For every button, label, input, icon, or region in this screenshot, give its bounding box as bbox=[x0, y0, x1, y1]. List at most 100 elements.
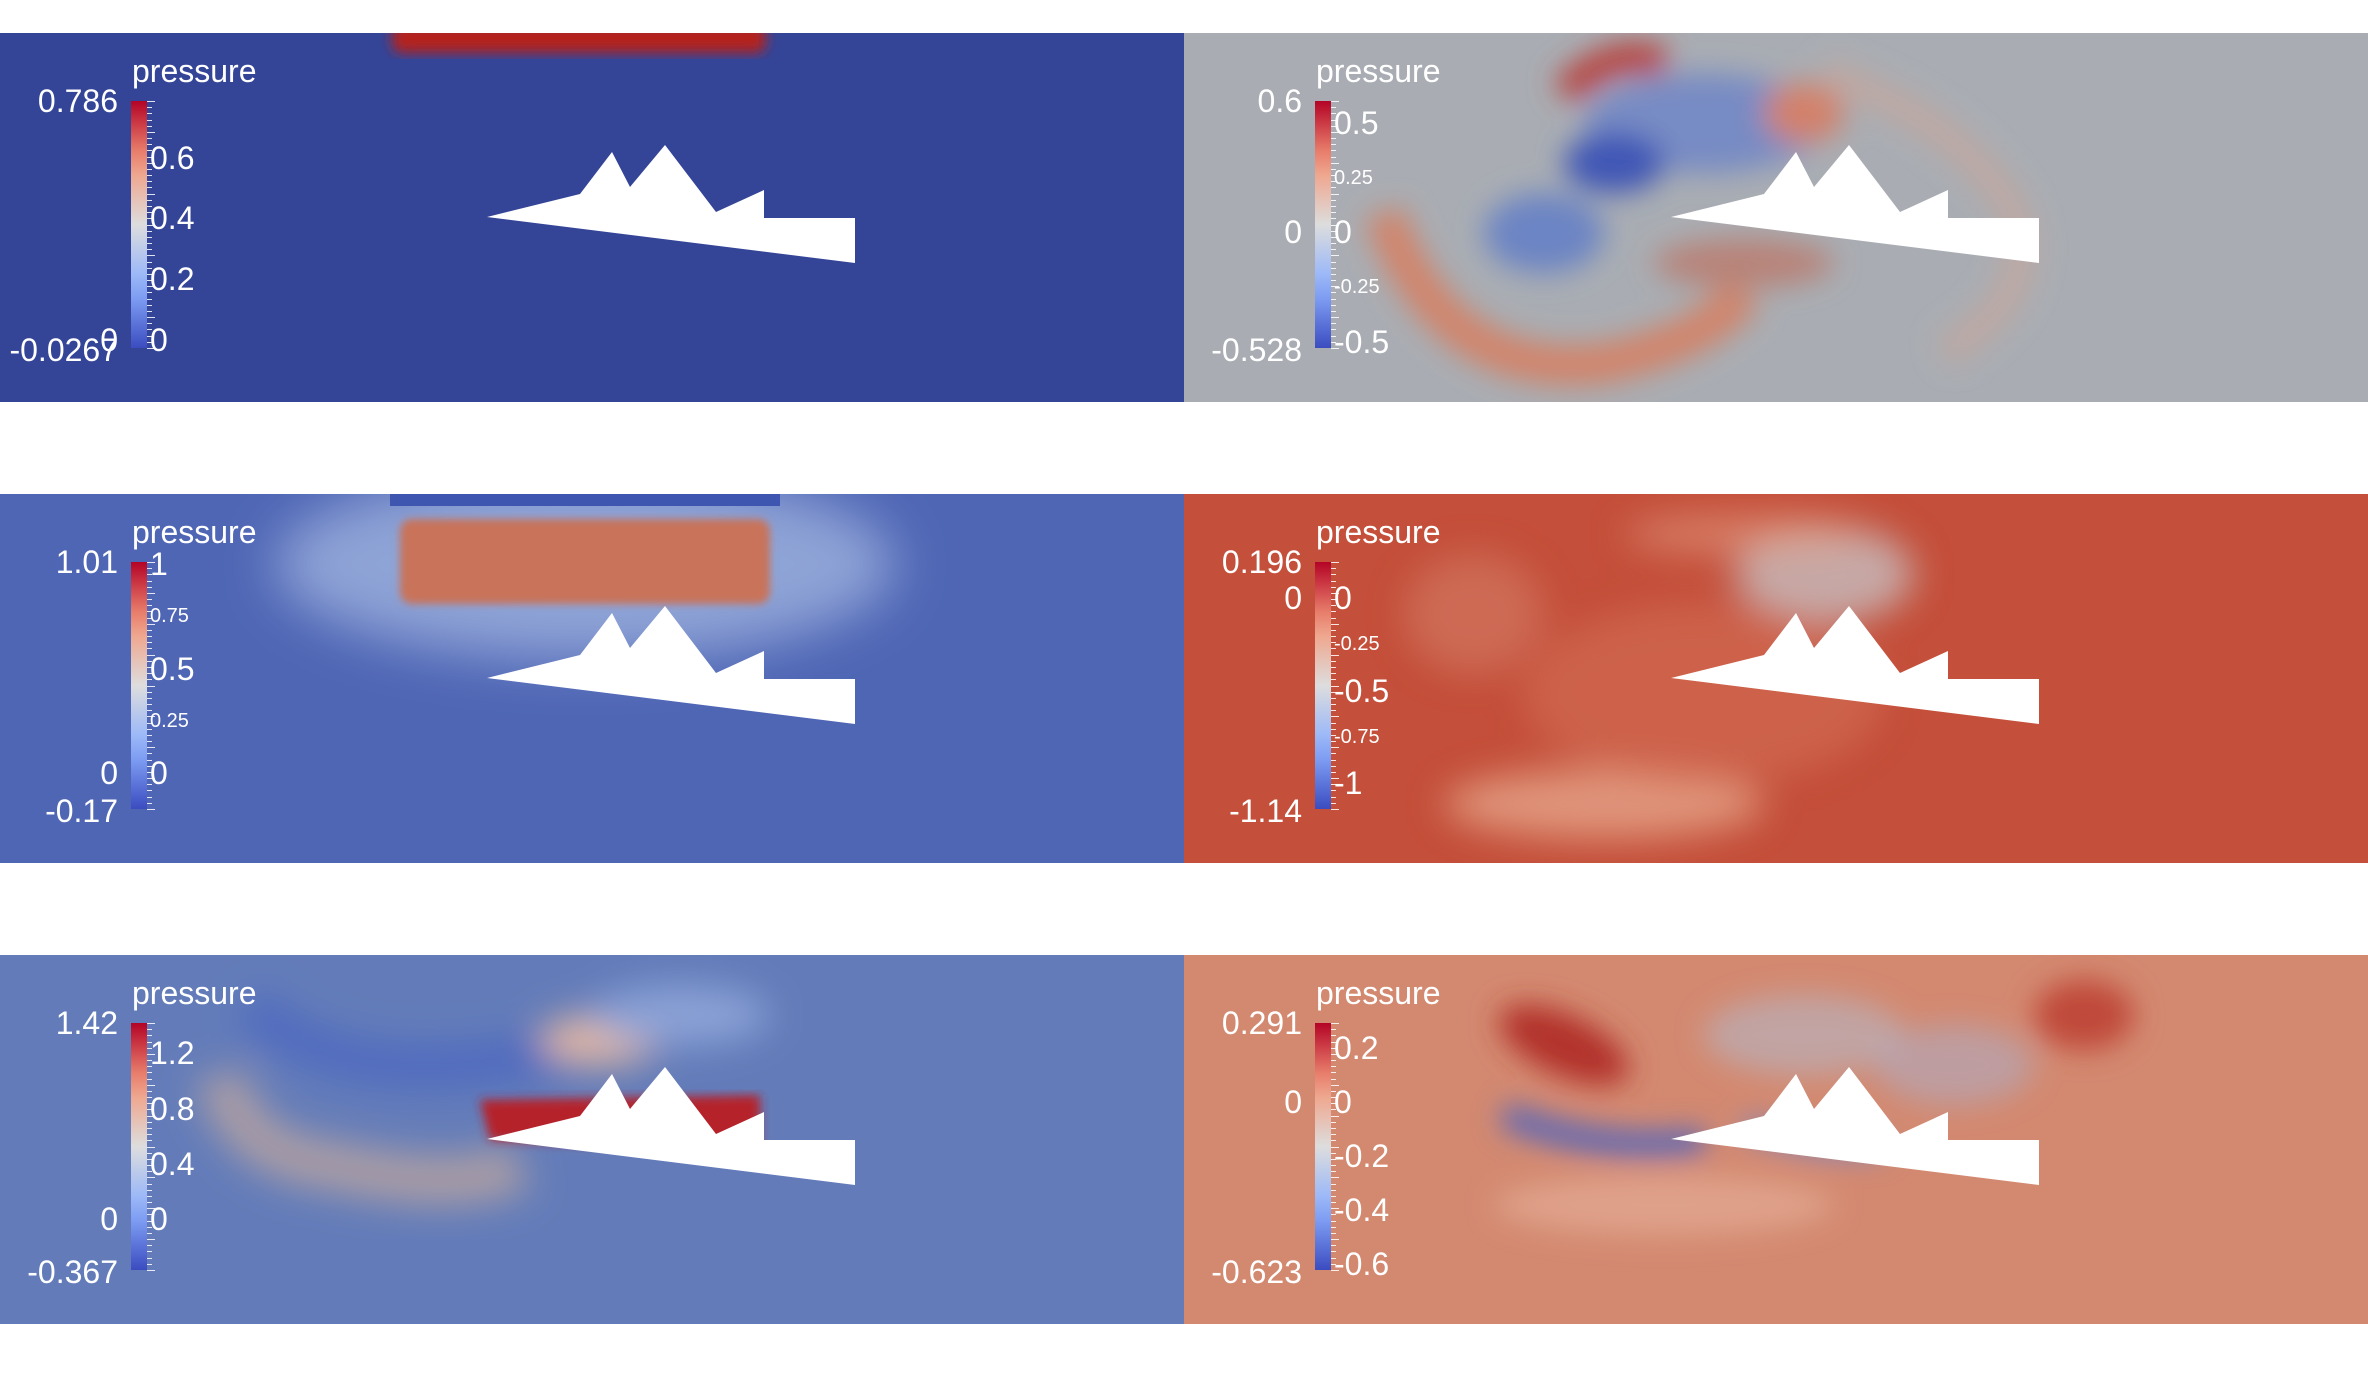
tick-label: 1.2 bbox=[150, 1035, 195, 1072]
minor-tick bbox=[1331, 138, 1336, 140]
minor-tick bbox=[1331, 286, 1339, 288]
legend-title: pressure bbox=[132, 975, 257, 1011]
minor-tick bbox=[1331, 1127, 1336, 1129]
minor-tick bbox=[1331, 666, 1336, 668]
minor-tick bbox=[147, 673, 152, 675]
minor-tick bbox=[147, 728, 152, 730]
tick-label: 0 bbox=[150, 321, 168, 358]
tick-label: 0.5 bbox=[1334, 104, 1379, 141]
minor-tick bbox=[1331, 574, 1336, 576]
minor-tick bbox=[147, 629, 152, 631]
minor-tick bbox=[1331, 685, 1339, 687]
minor-tick bbox=[147, 1029, 152, 1031]
minor-tick bbox=[1331, 809, 1339, 810]
tick-label: -0.5 bbox=[1334, 323, 1390, 360]
color-bar bbox=[131, 1023, 147, 1270]
minor-tick bbox=[147, 636, 152, 638]
minor-tick bbox=[147, 131, 155, 133]
range-min-label: -0.528 bbox=[1211, 332, 1302, 368]
range-min-label: -0.623 bbox=[1211, 1254, 1302, 1290]
minor-tick bbox=[147, 1226, 152, 1228]
legend-title: pressure bbox=[1316, 975, 1441, 1011]
minor-tick bbox=[1331, 648, 1336, 650]
minor-tick bbox=[147, 617, 152, 619]
zero-label: 0 bbox=[100, 1201, 118, 1238]
minor-tick bbox=[1331, 113, 1336, 115]
minor-tick bbox=[147, 771, 152, 773]
tick-label: -0.2 bbox=[1334, 1137, 1390, 1174]
minor-tick bbox=[147, 685, 155, 687]
minor-tick bbox=[1331, 1140, 1336, 1142]
minor-tick bbox=[1331, 716, 1339, 718]
color-bar bbox=[1315, 1023, 1331, 1270]
tick-label: 0.2 bbox=[150, 261, 195, 298]
minor-tick bbox=[147, 1072, 152, 1074]
minor-tick bbox=[147, 107, 152, 109]
minor-tick bbox=[147, 317, 155, 319]
minor-tick bbox=[147, 784, 152, 786]
minor-tick bbox=[147, 1202, 152, 1204]
minor-tick bbox=[1331, 1023, 1339, 1024]
range-max-label: 1.42 bbox=[55, 1005, 118, 1041]
minor-tick bbox=[1331, 697, 1336, 699]
color-legend: pressure 0.6 0.4 0.2 0 0.786 0 -0.0267 bbox=[0, 33, 300, 402]
minor-tick bbox=[1331, 1202, 1336, 1204]
minor-tick bbox=[1331, 605, 1336, 607]
minor-tick bbox=[1331, 1072, 1336, 1074]
minor-tick bbox=[1331, 784, 1336, 786]
minor-tick bbox=[147, 144, 152, 146]
tick-label: 1 bbox=[150, 546, 168, 583]
pressure-panel-3: pressure 1 0.75 0.5 0.25 0 1.01 0 -0.17 bbox=[0, 494, 1184, 863]
range-max-label: 0.196 bbox=[1221, 544, 1302, 580]
pressure-panel-4: pressure 0 -0.25 -0.5 -0.75 -1 0.196 0 -1.14 bbox=[1184, 494, 2368, 863]
range-min-label: -0.0267 bbox=[9, 332, 118, 368]
tick-label: -0.5 bbox=[1334, 672, 1390, 709]
minor-tick bbox=[1331, 304, 1336, 306]
minor-tick bbox=[1331, 691, 1336, 693]
tick-label: 0 bbox=[1334, 580, 1352, 617]
minor-tick bbox=[1331, 1109, 1336, 1111]
minor-tick bbox=[147, 218, 152, 220]
minor-tick bbox=[147, 1103, 152, 1105]
minor-tick bbox=[147, 580, 152, 582]
minor-tick bbox=[1331, 267, 1336, 269]
minor-tick bbox=[1331, 1053, 1339, 1055]
minor-tick bbox=[1331, 1115, 1339, 1117]
minor-tick bbox=[147, 255, 155, 257]
minor-tick bbox=[147, 119, 152, 121]
minor-tick bbox=[1331, 310, 1336, 312]
minor-tick bbox=[1331, 199, 1336, 201]
minor-tick bbox=[1331, 1103, 1336, 1105]
minor-tick bbox=[147, 1232, 152, 1234]
minor-tick bbox=[147, 304, 152, 306]
minor-tick bbox=[147, 648, 152, 650]
minor-tick bbox=[147, 574, 152, 576]
minor-tick bbox=[1331, 802, 1336, 804]
minor-tick bbox=[147, 790, 152, 792]
minor-tick bbox=[147, 341, 152, 343]
tick-label: -0.6 bbox=[1334, 1245, 1390, 1282]
tick-label: -0.25 bbox=[1334, 276, 1380, 299]
minor-tick bbox=[147, 150, 152, 152]
color-bar bbox=[1315, 101, 1331, 348]
minor-tick bbox=[147, 168, 152, 170]
tick-label: -1 bbox=[1334, 765, 1363, 802]
minor-tick bbox=[1331, 654, 1339, 656]
minor-tick bbox=[147, 1189, 152, 1191]
color-bar bbox=[131, 101, 147, 348]
minor-tick bbox=[147, 691, 152, 693]
obstacle-shape bbox=[487, 145, 855, 263]
minor-tick bbox=[1331, 1189, 1336, 1191]
minor-tick bbox=[1331, 759, 1336, 761]
minor-tick bbox=[147, 156, 152, 158]
zero-label: 0 bbox=[100, 755, 118, 792]
minor-tick bbox=[147, 716, 155, 718]
pressure-field bbox=[1184, 33, 2368, 402]
minor-tick bbox=[1331, 218, 1336, 220]
pressure-field bbox=[1184, 494, 2368, 863]
minor-tick bbox=[147, 1165, 152, 1167]
minor-tick bbox=[1331, 679, 1336, 681]
minor-tick bbox=[1331, 1121, 1336, 1123]
minor-tick bbox=[147, 741, 152, 743]
minor-tick bbox=[1331, 212, 1336, 214]
